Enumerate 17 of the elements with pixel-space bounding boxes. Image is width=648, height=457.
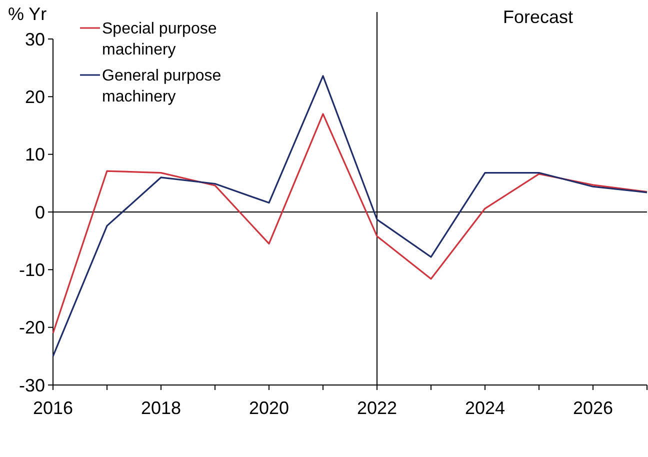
- x-tick-label: 2022: [356, 398, 398, 418]
- y-tick-label: 20: [24, 86, 45, 107]
- x-tick-label: 2016: [32, 398, 74, 418]
- text: Forecast: [502, 7, 574, 27]
- x-tick-label: 2020: [248, 398, 290, 418]
- y-tick-label: -10: [18, 260, 45, 280]
- y-tick-label: 30: [24, 29, 45, 50]
- x-tick-label: 2026: [572, 398, 614, 418]
- x-tick-label: 2018: [140, 398, 182, 418]
- y-tick-label: 0: [34, 202, 45, 222]
- y-axis-title: % Yr: [8, 4, 47, 24]
- legend-label: General purpose machinery: [102, 68, 222, 106]
- y-tick-label: 10: [24, 144, 45, 165]
- x-tick-label: 2024: [464, 398, 506, 418]
- y-tick-label: -30: [18, 375, 45, 396]
- y-tick-label: -20: [18, 318, 45, 338]
- legend-label: Special purpose machinery: [102, 20, 217, 58]
